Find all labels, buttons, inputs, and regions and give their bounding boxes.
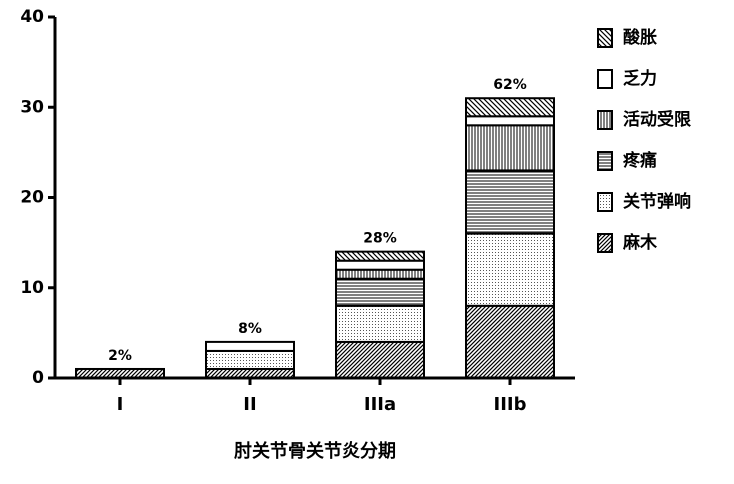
legend-swatch [597, 28, 613, 48]
bar-segment [465, 304, 555, 379]
bar-segment [335, 268, 425, 280]
bar-segment [465, 232, 555, 307]
bar-segment [335, 340, 425, 379]
bar-segment [465, 124, 555, 172]
legend-swatch [597, 69, 613, 89]
bar-segment [465, 97, 555, 118]
y-tick-label: 40 [20, 7, 44, 27]
bar-segment [205, 340, 295, 352]
bar-segment [335, 250, 425, 262]
y-tick-label: 30 [20, 97, 44, 117]
legend-label: 关节弹响 [623, 191, 691, 212]
legend-label: 麻木 [622, 232, 658, 253]
total-label: 2% [108, 348, 132, 364]
bar-segment [335, 259, 425, 271]
legend-label: 乏力 [623, 68, 657, 89]
legend-label: 疼痛 [623, 150, 657, 171]
legend-label: 活动受限 [623, 109, 691, 130]
total-label: 62% [493, 77, 527, 93]
legend-swatch [597, 233, 613, 253]
x-tick-label: I [117, 394, 124, 415]
x-axis-label: 肘关节骨关节炎分期 [234, 440, 396, 462]
x-tick-label: IIIa [364, 394, 396, 415]
x-tick-label: II [243, 394, 256, 415]
legend-swatch [597, 192, 613, 212]
bar-segment [465, 115, 555, 127]
x-tick-label: IIIb [494, 394, 527, 415]
bar-segment [465, 169, 555, 235]
y-tick-label: 0 [32, 368, 44, 388]
bar-segment [335, 277, 425, 307]
legend-swatch [597, 110, 613, 130]
bar-segment [205, 349, 295, 370]
legend-swatch [597, 151, 613, 171]
bar-segment [335, 304, 425, 343]
y-tick-label: 20 [20, 188, 44, 208]
y-tick-label: 10 [20, 278, 44, 298]
total-label: 8% [238, 321, 262, 337]
total-label: 28% [363, 231, 397, 247]
legend-label: 酸胀 [623, 27, 657, 48]
